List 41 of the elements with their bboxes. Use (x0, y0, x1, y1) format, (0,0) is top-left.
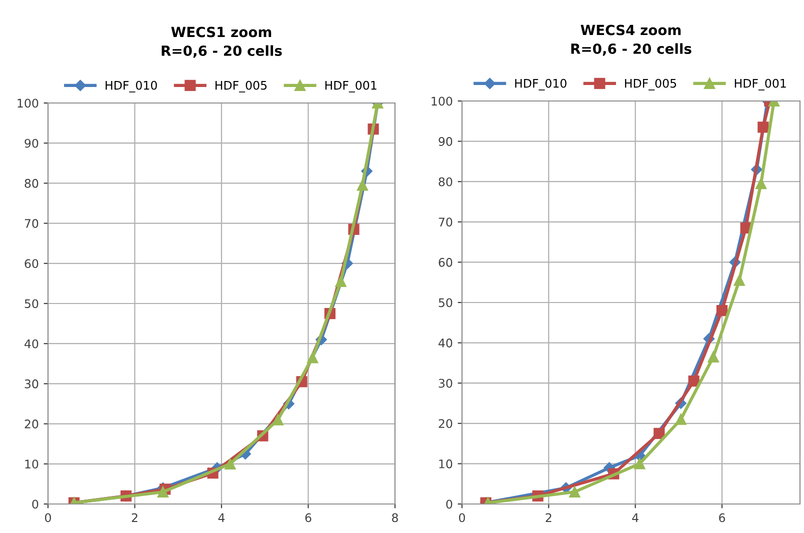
legend-label: HDF_010 (515, 78, 566, 90)
x-tick-label: 4 (218, 513, 225, 522)
x-tick-label: 6 (719, 513, 726, 522)
y-tick-label: 100 (18, 98, 38, 108)
y-tick-label: 60 (24, 259, 38, 268)
x-tick-label: 2 (546, 513, 552, 522)
x-tick-label: 0 (459, 513, 465, 522)
legend-label: HDF_010 (106, 80, 157, 92)
y-tick-label: 60 (438, 258, 452, 267)
y-tick-label: 90 (438, 137, 452, 146)
y-tick-label: 50 (438, 298, 452, 308)
x-tick-label: 2 (132, 513, 138, 522)
y-tick-label: 90 (24, 138, 38, 148)
y-tick-label: 0 (446, 500, 452, 509)
y-tick-label: 20 (438, 419, 452, 428)
y-tick-label: 20 (24, 420, 38, 428)
legend-label: HDF_001 (734, 78, 786, 90)
y-tick-label: 0 (32, 500, 38, 509)
legend-label: HDF_001 (325, 80, 376, 92)
y-tick-label: 30 (438, 378, 452, 388)
legend-label: HDF_005 (216, 80, 267, 92)
chart-subtitle: R=0,6 - 20 cells (571, 43, 692, 56)
y-tick-label: 10 (25, 460, 38, 469)
x-tick-label: 6 (305, 513, 312, 522)
x-tick-label: 4 (632, 513, 638, 522)
y-tick-label: 70 (24, 219, 38, 228)
y-tick-label: 40 (24, 339, 38, 348)
y-tick-label: 40 (438, 338, 452, 348)
legend-label: HDF_005 (625, 78, 676, 90)
y-tick-label: 10 (439, 459, 452, 468)
y-tick-label: 80 (438, 177, 452, 186)
x-tick-label: 0 (45, 513, 51, 522)
y-tick-label: 30 (24, 379, 38, 388)
chart-subtitle: R=0,6 - 20 cells (162, 45, 282, 58)
chart-title: WECS1 zoom (171, 26, 272, 38)
x-tick-label: 8 (392, 513, 398, 522)
chart-title: WECS4 zoom (580, 24, 681, 36)
y-tick-label: 70 (438, 218, 452, 227)
y-tick-label: 100 (432, 96, 452, 106)
y-tick-label: 50 (24, 299, 38, 308)
y-tick-label: 80 (24, 178, 38, 188)
